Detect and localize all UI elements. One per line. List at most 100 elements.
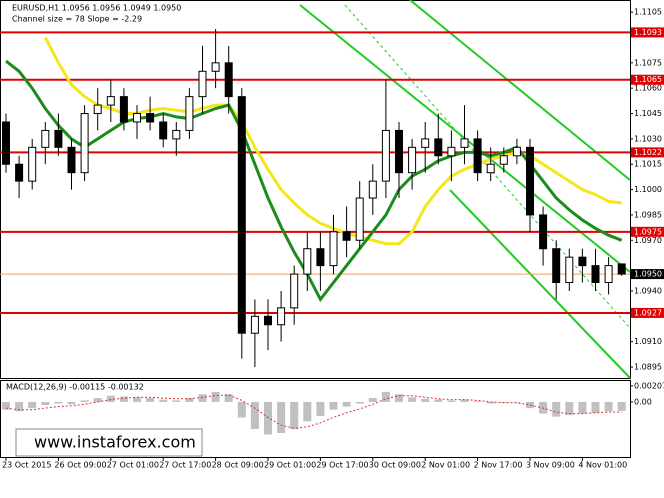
- macd-bar: [512, 401, 521, 403]
- macd-bar: [67, 401, 76, 405]
- candle-body: [329, 231, 338, 267]
- candle-body: [578, 256, 587, 267]
- macd-bar: [198, 394, 207, 402]
- candle-body: [617, 263, 626, 275]
- macd-bar: [565, 401, 574, 416]
- macd-bar: [434, 399, 443, 402]
- level-label-box: [631, 307, 664, 318]
- macd-bar: [526, 401, 534, 409]
- x-tick-label: 27 Oct 01:00: [107, 461, 159, 470]
- candle-body: [316, 248, 325, 267]
- candle-body: [395, 129, 403, 174]
- watermark-box: [15, 428, 203, 457]
- candle-body: [434, 138, 443, 157]
- candle-body: [67, 146, 76, 174]
- candle-body: [604, 265, 613, 284]
- candle-body: [159, 121, 168, 140]
- candle-body: [552, 248, 561, 284]
- current-price-label: 1.0950: [634, 270, 662, 279]
- candle-body: [565, 256, 574, 284]
- macd-bar: [211, 391, 220, 402]
- x-tick-label: 3 Nov 09:00: [526, 461, 575, 470]
- candle-body: [290, 273, 299, 309]
- candle-body: [80, 113, 89, 174]
- macd-bar: [578, 401, 587, 414]
- candle-body: [185, 96, 194, 131]
- macd-frame: [0, 380, 631, 458]
- y-tick-label: 1.0910: [634, 337, 662, 346]
- macd-bar: [146, 398, 155, 402]
- macd-bar: [473, 401, 482, 402]
- macd-bar: [172, 400, 181, 402]
- macd-bar: [264, 401, 272, 435]
- candle-body: [473, 138, 482, 174]
- macd-bar: [119, 396, 128, 402]
- candle-body: [133, 113, 141, 123]
- y-tick-label: 1.1060: [634, 84, 662, 93]
- x-tick-label: 29 Oct 01:00: [264, 461, 316, 470]
- x-tick-label: 2 Nov 01:00: [421, 461, 470, 470]
- candle-body: [447, 146, 456, 157]
- candle-body: [224, 62, 233, 98]
- candle-body: [237, 96, 246, 334]
- y-tick-label: 1.1000: [634, 185, 662, 194]
- x-tick-label: 30 Oct 09:00: [369, 461, 421, 470]
- macd-bar: [604, 401, 613, 412]
- macd-bar: [355, 401, 364, 404]
- x-tick-label: 29 Oct 17:00: [316, 461, 368, 470]
- candle-body: [539, 214, 548, 250]
- candle-body: [264, 315, 272, 326]
- candle-body: [93, 104, 102, 115]
- candle-body: [15, 163, 24, 182]
- candle-body: [526, 146, 534, 216]
- candle-body: [486, 163, 495, 174]
- candle-body: [381, 129, 390, 182]
- watermark: www.instaforex.com: [34, 433, 196, 452]
- macd-bar: [290, 401, 299, 430]
- macd-bar: [368, 398, 377, 402]
- macd-bar: [2, 401, 10, 410]
- macd-bar: [250, 401, 259, 430]
- macd-tick-label: 0.00: [634, 397, 652, 406]
- level-label: 1.1022: [634, 148, 662, 157]
- x-tick-label: 28 Oct 09:00: [212, 461, 264, 470]
- level-label-box: [631, 147, 664, 158]
- x-tick-label: 2 Nov 17:00: [474, 461, 523, 470]
- x-tick-label: 26 Oct 09:00: [54, 461, 106, 470]
- macd-bar: [15, 401, 24, 412]
- level-label-box: [631, 74, 664, 85]
- candle-body: [355, 197, 364, 241]
- candle-body: [54, 129, 63, 148]
- macd-signal: [5, 394, 622, 429]
- macd-bar: [237, 401, 246, 418]
- candle-body: [198, 70, 207, 98]
- candle-body: [2, 121, 10, 165]
- macd-bar: [159, 399, 168, 402]
- y-tick-label: 1.1045: [634, 109, 662, 118]
- macd-bar: [28, 401, 37, 409]
- y-tick-label: 1.0970: [634, 236, 662, 245]
- macd-bar: [41, 401, 50, 406]
- candle-body: [303, 248, 312, 275]
- macd-bar: [617, 401, 626, 411]
- candle-body: [499, 155, 508, 165]
- macd-bar: [224, 394, 233, 402]
- candle-body: [460, 138, 469, 148]
- y-tick-label: 1.0985: [634, 210, 662, 219]
- y-tick-label: 1.1030: [634, 134, 662, 143]
- candle-body: [106, 96, 115, 106]
- macd-bar: [303, 401, 312, 422]
- x-tick-label: 4 Nov 01:00: [578, 461, 627, 470]
- candle-body: [250, 315, 259, 334]
- x-tick-label: 23 Oct 2015: [2, 461, 51, 470]
- macd-bar: [552, 401, 561, 417]
- y-tick-label: 1.0940: [634, 286, 662, 295]
- y-tick-label: 1.0895: [634, 363, 662, 372]
- level-label: 1.1093: [634, 28, 662, 37]
- candle-body: [421, 138, 430, 148]
- candle-body: [146, 113, 155, 123]
- macd-bar: [277, 401, 286, 433]
- candle-body: [408, 146, 417, 174]
- x-tick-label: 27 Oct 17:00: [159, 461, 211, 470]
- macd-tick-label: 0.00207: [634, 381, 664, 390]
